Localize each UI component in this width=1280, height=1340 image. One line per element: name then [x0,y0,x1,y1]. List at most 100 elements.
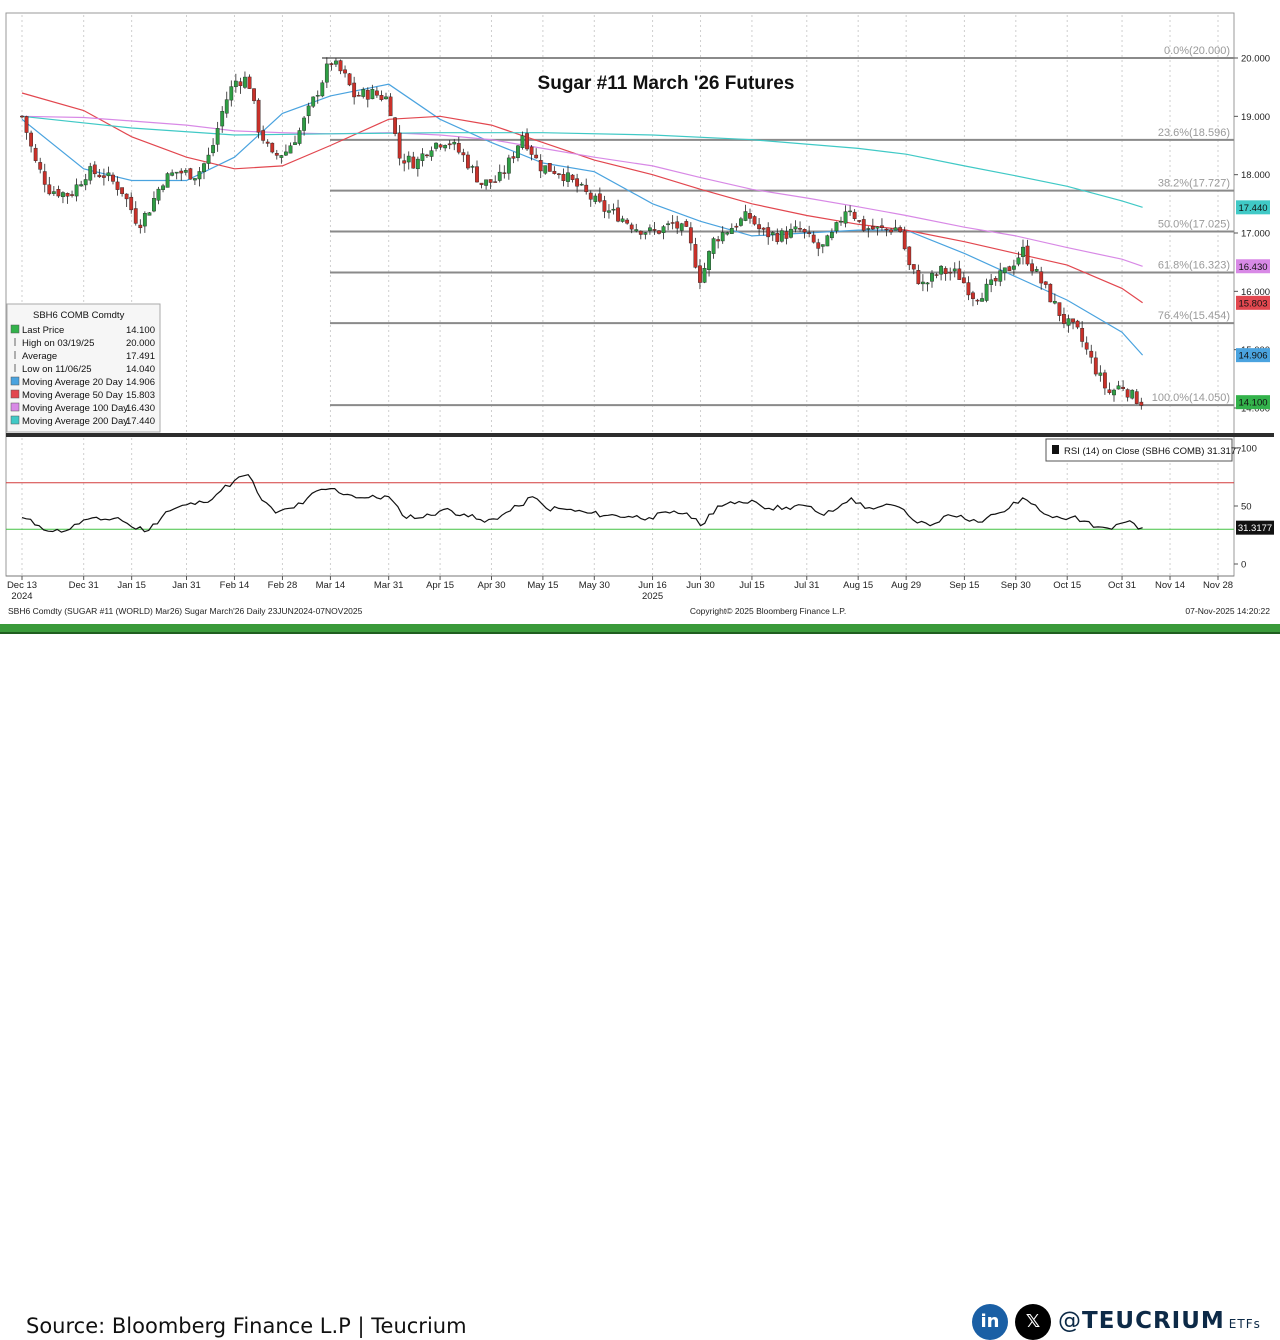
fib-level-label: 23.6%(18.596) [1158,127,1230,139]
candle-body [538,160,543,172]
candle-body [247,76,252,89]
candle-body [638,230,643,235]
candle-body [711,238,716,254]
candle-body [484,179,488,186]
x-tick-label: Sep 15 [949,580,979,591]
candle-body [761,227,766,230]
candle-body [743,211,748,221]
candle-body [597,193,602,202]
x-tick-label: Feb 28 [268,580,298,591]
x-year-label: 2024 [11,591,32,602]
candle-body [984,283,989,301]
candle-body [739,218,743,226]
candle-body [511,156,516,159]
candle-body [921,281,925,285]
candle-body [857,220,862,222]
x-tick-label: Apr 15 [426,580,454,591]
candle-body [279,155,284,158]
fib-level-label: 0.0%(20.000) [1164,45,1230,57]
candle-body [384,96,388,100]
candle-body [971,292,975,299]
candle-body [447,143,452,146]
candle-body [393,117,397,134]
candle-body [948,272,953,274]
fib-level-label: 100.0%(14.050) [1152,392,1230,404]
legend-row-value: 15.803 [126,390,155,401]
candle-body [1066,318,1071,326]
candle-body [643,232,648,235]
candle-body [752,216,757,225]
candle-body [470,166,475,168]
candle-body [20,115,24,118]
x-tick-label: Oct 31 [1108,580,1136,591]
price-tick-label: 20.000 [1241,54,1270,65]
candle-body [766,227,771,238]
x-tick-label: May 15 [527,580,558,591]
rsi-line [21,474,1143,533]
linkedin-icon[interactable]: in [972,1304,1008,1340]
candle-body [142,213,147,227]
candle-body [1062,314,1066,324]
teucrium-handle[interactable]: @TEUCRIUM ETFs [1058,1308,1261,1334]
candle-body [825,235,830,247]
footer: Source: Bloomberg Finance L.P | Teucrium… [0,640,1280,1340]
candle-body [311,96,316,107]
x-tick-label: Jun 16 [638,580,667,591]
candle-body [138,224,143,229]
candle-body [47,184,52,195]
candle-body [152,198,156,212]
x-icon[interactable]: 𝕏 [1015,1304,1051,1340]
candle-body [174,171,179,174]
candle-body [1134,391,1139,404]
candle-body [92,164,97,175]
candle-body [889,229,893,233]
price-tick-label: 17.000 [1241,229,1270,240]
fib-level-label: 38.2%(17.727) [1158,178,1230,190]
legend-swatch [10,324,20,334]
candle-body [402,160,407,164]
candle-body [993,278,998,282]
candle-body [748,213,752,219]
candle-body [429,150,434,157]
candle-body [552,170,557,174]
candle-body [33,147,38,161]
candle-body [352,82,357,98]
candle-body [620,218,625,222]
candle-body [38,162,43,170]
candle-body [88,166,93,181]
candle-body [866,228,871,230]
candle-body [475,166,479,183]
candle-body [120,187,125,194]
caption-center: Copyright© 2025 Bloomberg Finance L.P. [690,606,846,616]
candle-body [206,154,211,164]
candle-body [211,145,215,154]
candle-body [288,145,293,154]
candle-body [202,163,206,173]
candle-body [1007,266,1012,271]
x-tick-label: Aug 15 [843,580,873,591]
candle-body [930,273,934,282]
candle-body [133,208,138,224]
candle-body [547,163,552,172]
rsi-badge-label: 31.3177 [1238,523,1272,534]
candle-body [179,170,184,174]
candle-body [852,211,857,219]
x-tick-label: Nov 14 [1155,580,1185,591]
legend-row-value: 20.000 [126,338,155,349]
candle-body [420,153,425,161]
green-band [0,624,1280,632]
candle-body [543,165,548,174]
candle-body [379,94,384,100]
candle-body [534,154,539,159]
candle-body [170,172,175,176]
legend-swatch [10,376,20,386]
source-text: Source: Bloomberg Finance L.P | Teucrium [26,1314,467,1338]
fib-level-label: 76.4%(15.454) [1158,310,1230,322]
candle-body [716,239,721,242]
candle-body [925,282,930,285]
x-year-label: 2025 [642,591,663,602]
candle-body [811,234,816,243]
candle-body [798,228,802,230]
price-badge-label: 14.906 [1238,351,1267,362]
candle-body [952,268,957,272]
